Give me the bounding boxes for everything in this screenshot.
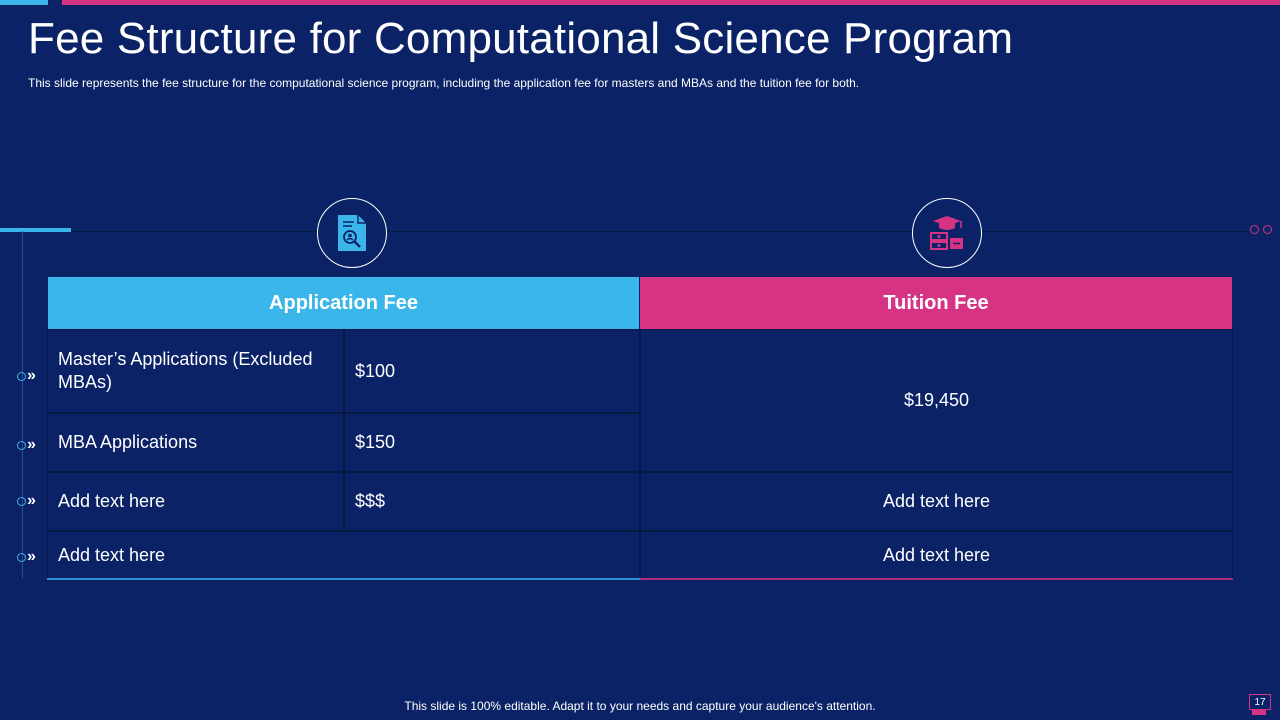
row3-label: Add text here [47,472,344,531]
header-application-fee: Application Fee [48,277,639,329]
divider-accent [0,228,71,232]
row1-label: Master’s Applications (Excluded MBAs) [47,329,344,413]
row-bullet-icon: » [17,437,36,453]
row2-amount: $150 [344,413,640,472]
left-timeline-line [22,231,23,579]
top-accent-bar-pink [62,0,1280,5]
page-number-stand [1252,709,1266,715]
row4-label: Add text here [47,531,640,579]
graduation-money-icon [912,198,982,268]
table-bottom-border-blue [47,578,640,580]
header-tuition-fee: Tuition Fee [640,277,1232,329]
row4-tuition: Add text here [640,531,1233,579]
table-bottom-border-pink [640,578,1233,580]
divider-end-dot [1263,225,1272,234]
row3-amount: $$$ [344,472,640,531]
row-bullet-icon: » [17,368,36,384]
divider-end-dot [1250,225,1259,234]
tuition-merged-value: $19,450 [640,329,1233,472]
slide-title: Fee Structure for Computational Science … [28,14,1014,63]
row-bullet-icon: » [17,549,36,565]
row3-tuition: Add text here [640,472,1233,531]
document-search-icon [317,198,387,268]
row1-amount: $100 [344,329,640,413]
top-accent-bar-blue [0,0,48,5]
divider-line [0,231,1248,232]
row2-label: MBA Applications [47,413,344,472]
slide-subtitle: This slide represents the fee structure … [28,76,860,90]
footer-note: This slide is 100% editable. Adapt it to… [404,699,876,713]
page-number: 17 [1249,694,1271,710]
row-bullet-icon: » [17,493,36,509]
